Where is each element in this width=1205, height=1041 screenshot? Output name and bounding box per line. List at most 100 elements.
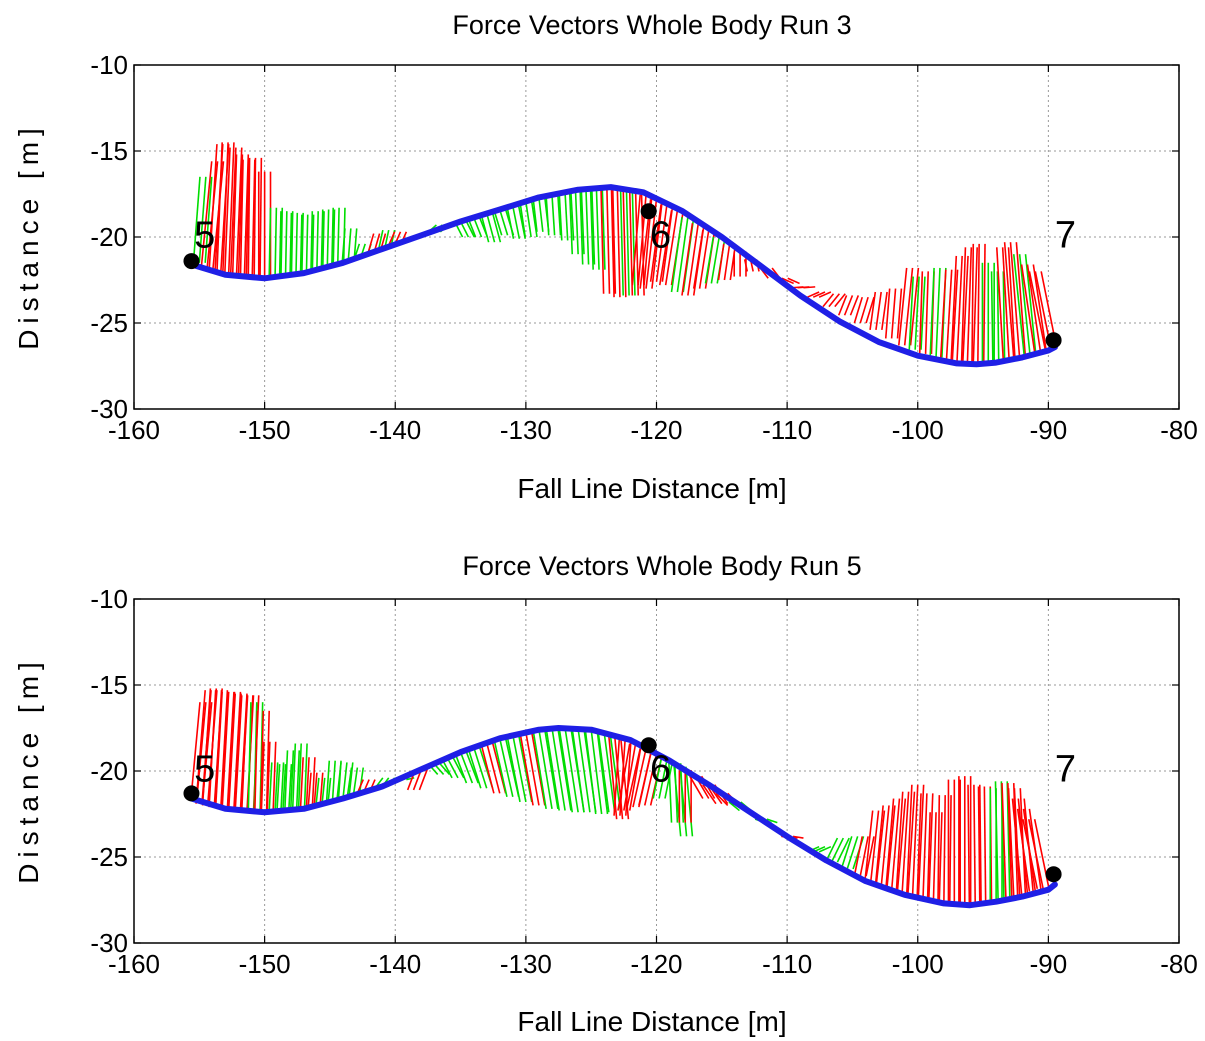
force-vector bbox=[840, 836, 853, 870]
y-tick-label: -30 bbox=[90, 928, 128, 958]
force-vector bbox=[792, 835, 804, 839]
force-vector bbox=[313, 772, 318, 806]
force-vector bbox=[853, 836, 864, 877]
force-vector bbox=[787, 277, 800, 285]
force-vector bbox=[907, 791, 916, 895]
x-tick-label: -140 bbox=[369, 415, 421, 445]
force-vector bbox=[812, 291, 826, 298]
force-vector bbox=[723, 243, 731, 281]
force-vector bbox=[687, 223, 700, 296]
force-vector bbox=[1032, 264, 1048, 353]
force-vector bbox=[880, 805, 890, 888]
force-vector bbox=[977, 786, 981, 905]
force-vector bbox=[311, 757, 316, 809]
force-vector bbox=[485, 212, 496, 243]
force-vector bbox=[929, 267, 935, 358]
force-vector bbox=[465, 221, 475, 238]
force-vector bbox=[881, 291, 888, 330]
force-vector bbox=[1000, 781, 1005, 901]
force-vector bbox=[282, 764, 287, 811]
force-vectors bbox=[192, 142, 1058, 365]
force-vector bbox=[272, 741, 277, 813]
force-vector bbox=[214, 691, 223, 809]
force-vector bbox=[895, 791, 904, 895]
force-vector bbox=[303, 743, 308, 809]
force-vector bbox=[622, 187, 627, 298]
force-vector bbox=[439, 763, 451, 775]
force-vector bbox=[498, 209, 509, 236]
force-vector bbox=[865, 836, 875, 877]
force-vector bbox=[268, 207, 272, 278]
force-vector bbox=[676, 217, 689, 293]
force-vector bbox=[623, 743, 637, 811]
force-vector bbox=[320, 209, 324, 267]
force-vector bbox=[1007, 788, 1015, 897]
force-vector bbox=[557, 727, 572, 811]
gate-marker bbox=[1045, 332, 1062, 349]
force-vector bbox=[613, 739, 621, 816]
force-vector bbox=[316, 211, 319, 270]
y-tick-label: -10 bbox=[90, 584, 128, 614]
force-vector bbox=[652, 759, 662, 799]
force-vector bbox=[280, 762, 285, 812]
force-vector bbox=[818, 291, 832, 298]
force-vector bbox=[200, 161, 213, 269]
force-vector bbox=[538, 197, 544, 232]
force-vector bbox=[869, 291, 877, 330]
y-axis-title: Distance [m] bbox=[13, 122, 44, 350]
force-vector bbox=[704, 236, 715, 284]
force-vector bbox=[1001, 247, 1010, 361]
x-tick-label: -90 bbox=[1030, 415, 1068, 445]
y-axis-title: Distance [m] bbox=[13, 656, 44, 884]
force-vector bbox=[818, 845, 832, 853]
force-vector bbox=[928, 793, 934, 900]
force-vector bbox=[278, 211, 282, 277]
force-vector bbox=[692, 229, 704, 289]
force-vector bbox=[459, 751, 474, 784]
x-tick-label: -110 bbox=[762, 415, 812, 445]
force-vector bbox=[251, 159, 256, 278]
force-vector bbox=[875, 810, 886, 883]
force-vector bbox=[625, 188, 630, 296]
y-tick-label: -10 bbox=[90, 50, 128, 80]
y-tick-label: -30 bbox=[90, 394, 128, 424]
force-vector bbox=[247, 702, 252, 813]
force-vector bbox=[609, 733, 622, 813]
force-vector bbox=[506, 205, 515, 239]
force-vector bbox=[874, 805, 884, 888]
force-vector bbox=[1012, 254, 1026, 356]
force-vector bbox=[922, 793, 928, 900]
force-vector bbox=[781, 277, 794, 285]
force-vector bbox=[530, 732, 546, 806]
force-vector bbox=[886, 805, 896, 888]
force-vector bbox=[1011, 798, 1023, 895]
gate-markers: 5 6 7 bbox=[183, 203, 1076, 349]
force-vector bbox=[525, 732, 540, 806]
force-vector bbox=[619, 739, 626, 816]
force-vector bbox=[259, 157, 263, 279]
force-vector bbox=[937, 795, 941, 903]
force-vector bbox=[319, 772, 324, 806]
tick-labels: -160 -150 -140 -130 -120 -110 -100 -90 -80 -10 -15… bbox=[90, 50, 1197, 445]
force-vector bbox=[638, 753, 652, 806]
force-vector bbox=[315, 777, 320, 804]
force-vector bbox=[603, 733, 616, 813]
chart-title: Force Vectors Whole Body Run 5 bbox=[462, 551, 861, 581]
force-vector bbox=[580, 190, 585, 255]
force-vector bbox=[917, 784, 925, 897]
force-vector bbox=[926, 812, 931, 901]
force-vector bbox=[702, 784, 717, 805]
force-vector bbox=[859, 836, 869, 877]
force-vector bbox=[234, 695, 243, 811]
force-vector bbox=[551, 194, 556, 236]
force-vector bbox=[341, 228, 346, 262]
force-vector bbox=[939, 269, 947, 361]
force-vector bbox=[1024, 254, 1037, 356]
force-vector bbox=[239, 159, 244, 278]
force-vector bbox=[890, 288, 897, 339]
force-vector bbox=[909, 267, 920, 346]
force-vector bbox=[325, 760, 331, 801]
force-vector bbox=[717, 243, 725, 281]
force-vector bbox=[884, 288, 891, 339]
